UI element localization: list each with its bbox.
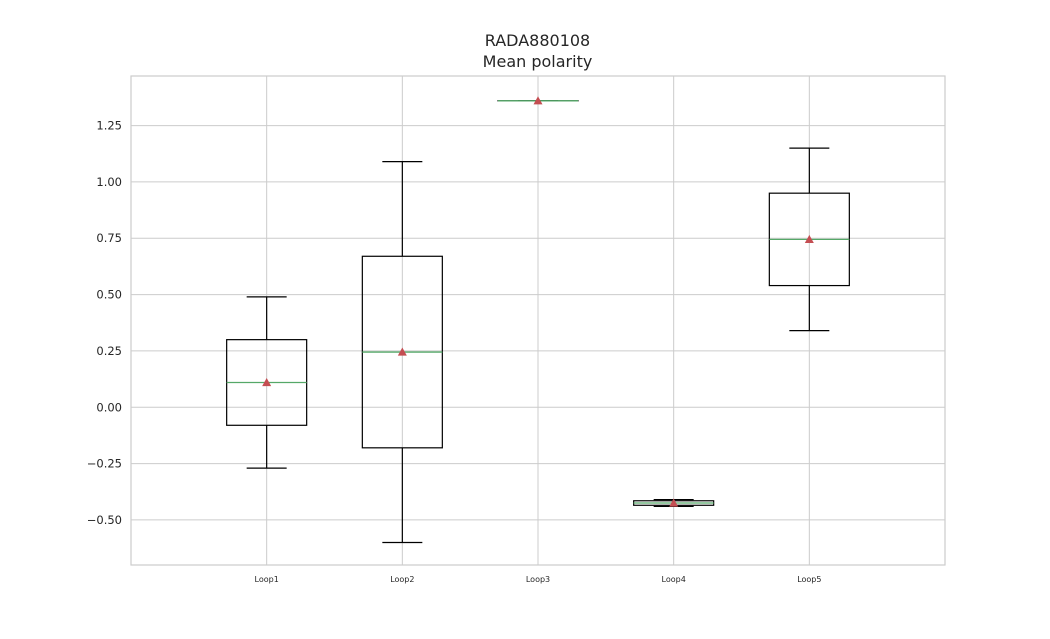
chart-title: RADA880108: [0, 31, 1050, 50]
y-tick-label: −0.50: [87, 513, 122, 527]
y-tick-label: −0.25: [87, 457, 122, 471]
y-tick-label: 0.25: [96, 344, 122, 358]
x-tick-label: Loop4: [662, 575, 686, 584]
x-tick-label: Loop5: [797, 575, 821, 584]
y-tick-label: 0.50: [96, 288, 122, 302]
chart-subtitle: Mean polarity: [0, 52, 1050, 71]
y-tick-label: 0.75: [96, 231, 122, 245]
x-tick-label: Loop2: [390, 575, 414, 584]
x-tick-label: Loop3: [526, 575, 550, 584]
y-tick-label: 1.25: [96, 119, 122, 133]
y-tick-label: 1.00: [96, 175, 122, 189]
y-tick-label: 0.00: [96, 400, 122, 414]
x-tick-label: Loop1: [255, 575, 279, 584]
